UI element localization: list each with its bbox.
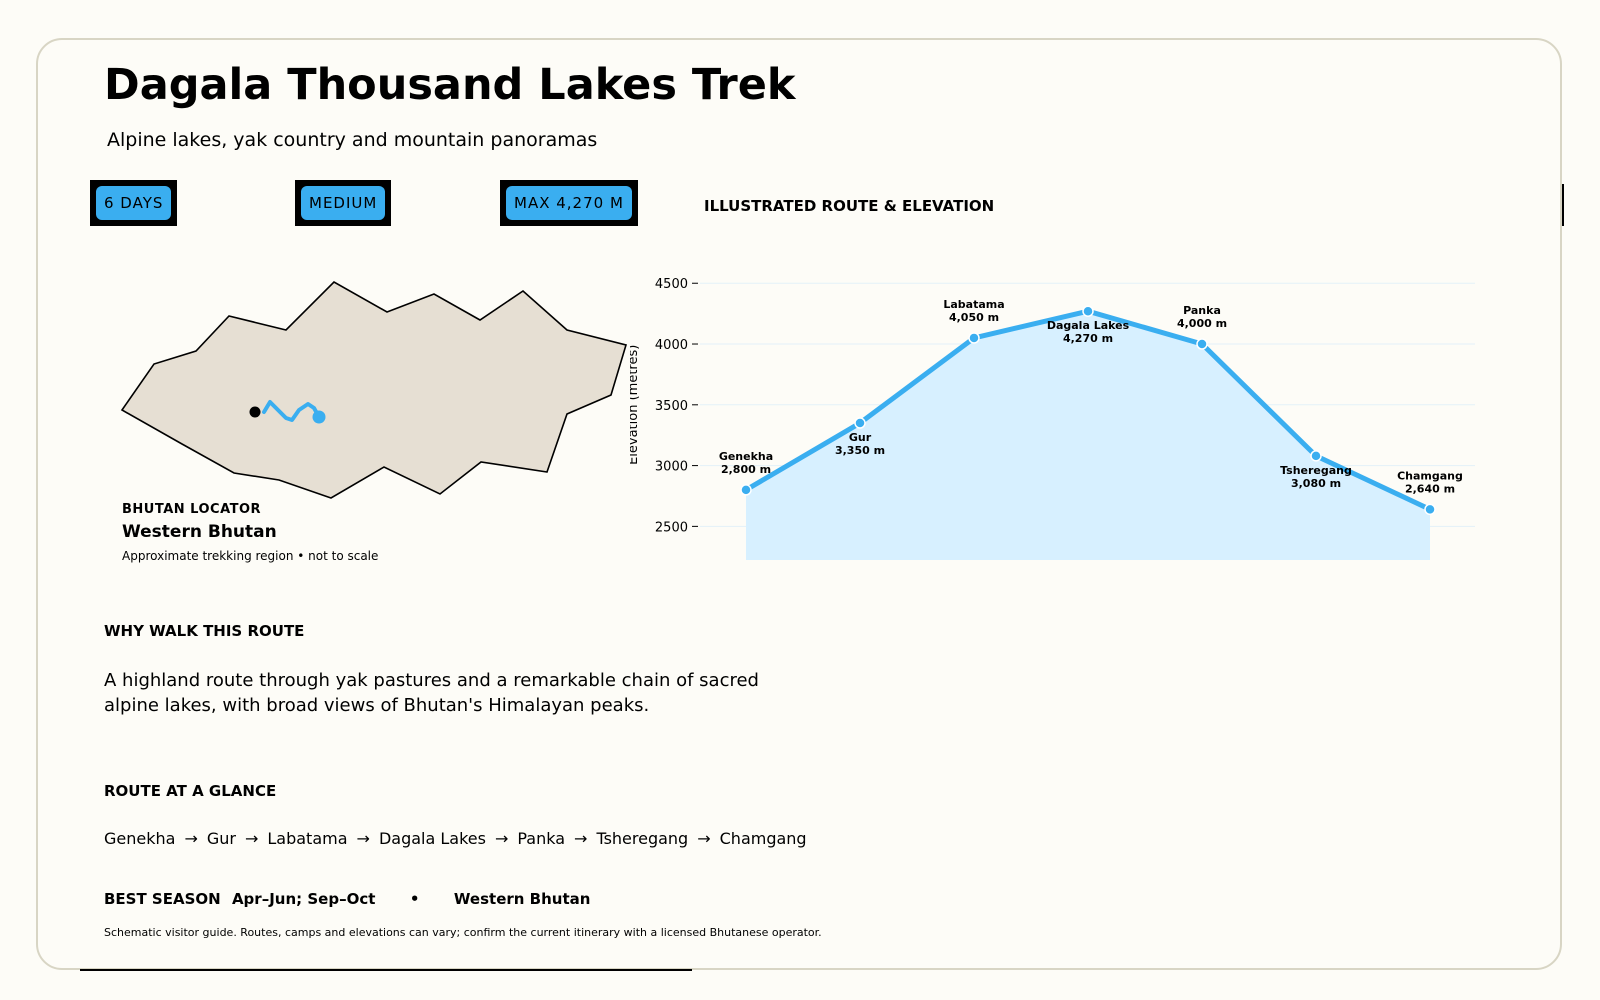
difficulty-badge: MEDIUM xyxy=(295,180,392,226)
duration-badge: 6 DAYS xyxy=(90,180,178,226)
camp-point xyxy=(1196,338,1208,350)
difficulty-badge-label: MEDIUM xyxy=(301,186,386,220)
camp-name-label: Gur xyxy=(849,431,872,444)
camp-elevation-label: 4,050 m xyxy=(949,311,999,324)
locator-note: Approximate trekking region • not to sca… xyxy=(122,549,379,563)
why-heading: WHY WALK THIS ROUTE xyxy=(104,622,305,640)
trek-route-path xyxy=(262,400,321,422)
why-text: A highland route through yak pastures an… xyxy=(104,670,759,716)
camp-elevation-label: 3,080 m xyxy=(1291,477,1341,490)
camp-point xyxy=(968,332,980,344)
route-stop: Gur xyxy=(206,829,236,848)
duration-badge-label: 6 DAYS xyxy=(96,186,172,220)
route-start-marker xyxy=(249,406,261,418)
y-tick-label: 3000 xyxy=(655,460,688,475)
bhutan-locator-map xyxy=(120,281,628,499)
season-region: Western Bhutan xyxy=(453,890,591,908)
camp-point xyxy=(740,484,752,496)
season-value: Apr–Jun; Sep–Oct xyxy=(231,890,376,908)
camp-elevation-label: 4,000 m xyxy=(1177,317,1227,330)
elevation-area xyxy=(746,311,1430,560)
route-stop: Chamgang xyxy=(719,829,807,848)
route-stop: Panka xyxy=(517,829,566,848)
page-subtitle: Alpine lakes, yak country and mountain p… xyxy=(107,129,598,151)
route-arrow: → xyxy=(494,829,509,848)
camp-name-label: Chamgang xyxy=(1397,469,1463,482)
y-axis-label: Elevation (metres) xyxy=(630,345,641,465)
route-arrow: → xyxy=(184,829,198,848)
camp-name-label: Tsheregang xyxy=(1280,464,1352,477)
season-label: BEST SEASON xyxy=(104,890,221,908)
glance-heading: ROUTE AT A GLANCE xyxy=(104,782,277,800)
bottom-rule xyxy=(80,969,692,971)
season-line: BEST SEASON Apr–Jun; Sep–Oct • Western B… xyxy=(104,890,590,908)
locator-region: Western Bhutan xyxy=(122,522,277,542)
camp-elevation-label: 3,350 m xyxy=(835,444,885,457)
max-elevation-badge: MAX 4,270 M xyxy=(500,180,638,226)
disclaimer: Schematic visitor guide. Routes, camps a… xyxy=(104,926,822,939)
max-elevation-badge-label: MAX 4,270 M xyxy=(506,186,632,220)
edge-marker xyxy=(1562,184,1564,226)
page-title: Dagala Thousand Lakes Trek xyxy=(104,60,796,110)
camp-name-label: Genekha xyxy=(719,450,773,463)
camp-point xyxy=(1082,305,1094,317)
route-arrow: → xyxy=(356,829,370,848)
route-stop: Genekha xyxy=(104,829,176,848)
route-arrow: → xyxy=(574,829,588,848)
locator-kicker: BHUTAN LOCATOR xyxy=(122,502,262,517)
bhutan-outline xyxy=(120,281,628,499)
season-separator: • xyxy=(409,890,420,908)
camp-name-label: Panka xyxy=(1183,304,1221,317)
route-stop: Labatama xyxy=(267,829,348,848)
route-elevation-heading: ILLUSTRATED ROUTE & ELEVATION xyxy=(704,197,995,215)
route-stops-list: Genekha → Gur → Labatama → Dagala Lakes → Panka →… xyxy=(104,829,807,848)
y-tick-label: 4000 xyxy=(655,338,688,353)
camp-point xyxy=(854,417,866,429)
camp-point xyxy=(1310,450,1322,462)
camp-elevation-label: 2,800 m xyxy=(721,463,771,476)
route-stop: Tsheregang xyxy=(596,829,689,848)
camp-name-label: Dagala Lakes xyxy=(1047,319,1130,332)
route-arrow: → xyxy=(244,829,259,848)
camp-point xyxy=(1424,503,1436,516)
camp-elevation-label: 4,270 m xyxy=(1063,332,1113,345)
elevation-chart: 2500 3000 3500 4000 4500 Elevation (metres) Ge… xyxy=(630,277,1475,560)
y-tick-label: 4500 xyxy=(655,277,688,292)
y-tick-label: 2500 xyxy=(655,520,688,535)
camp-name-label: Labatama xyxy=(943,298,1004,311)
route-end-marker xyxy=(312,410,326,424)
camp-elevation-label: 2,640 m xyxy=(1405,482,1455,495)
route-arrow: → xyxy=(697,829,711,848)
y-tick-label: 3500 xyxy=(655,399,688,414)
route-stop: Dagala Lakes xyxy=(378,829,486,848)
